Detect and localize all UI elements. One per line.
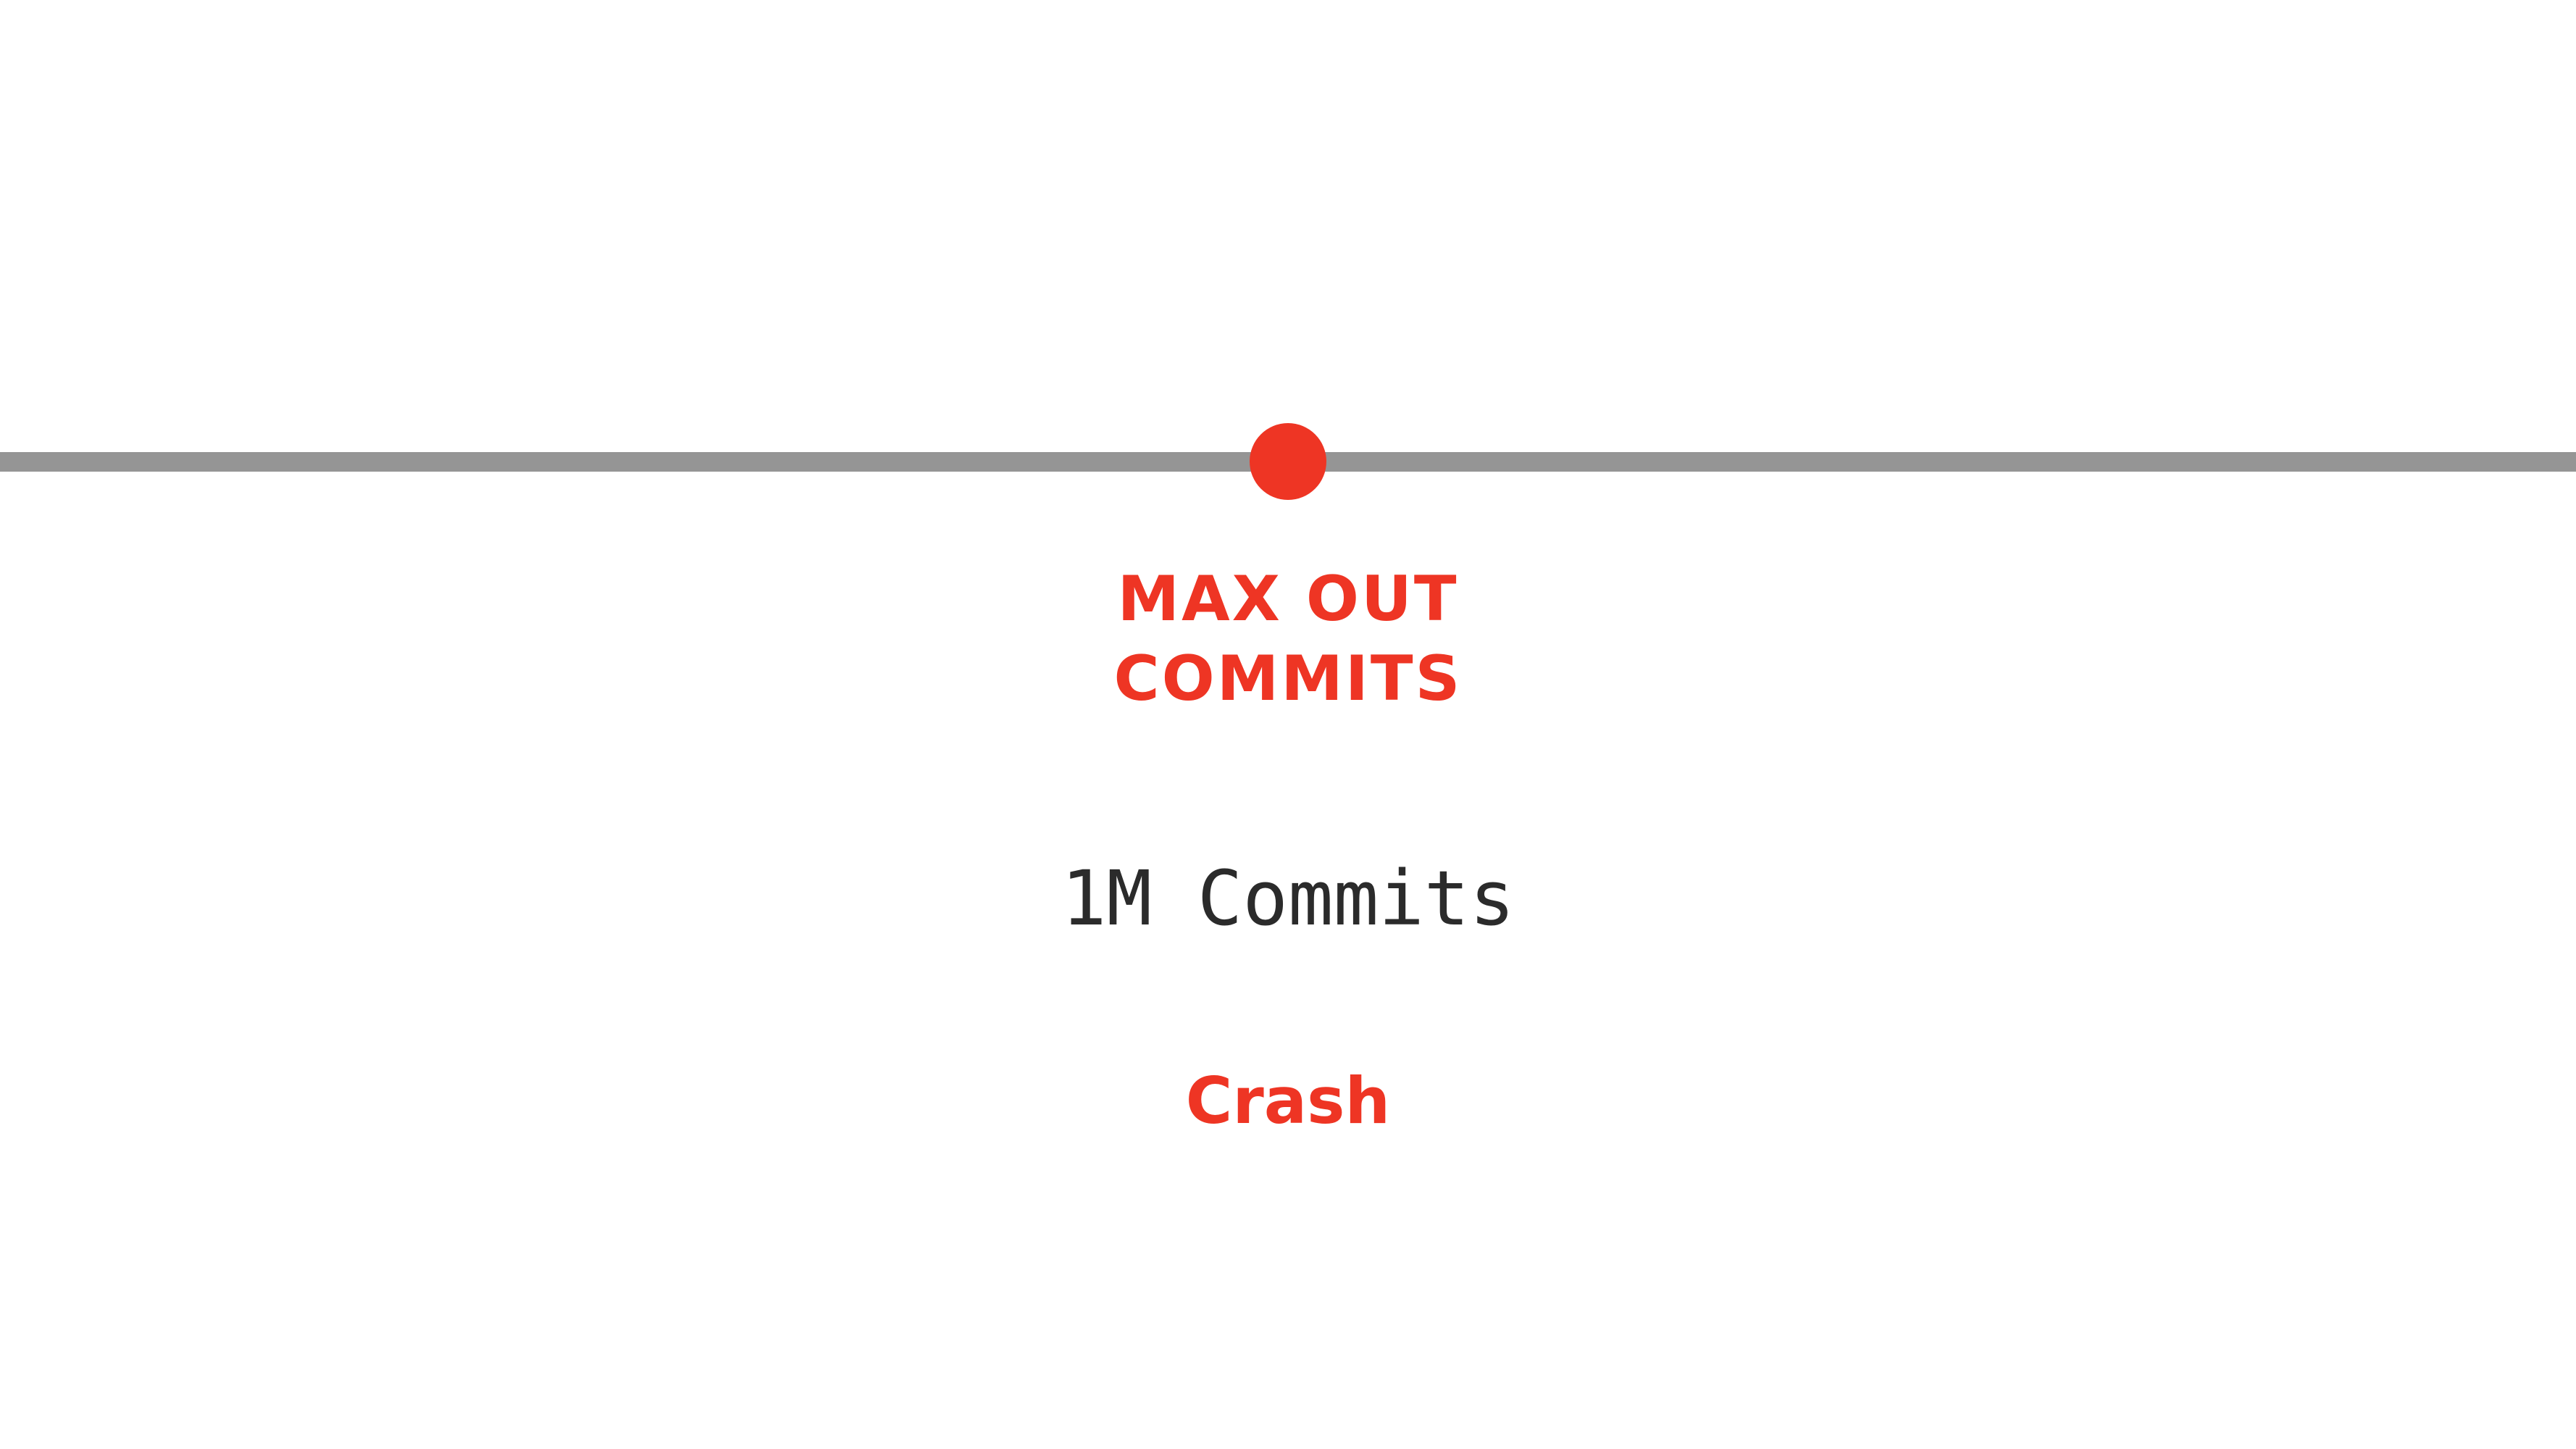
milestone-metric: 1M Commits bbox=[1061, 854, 1515, 943]
milestone-result: Crash bbox=[1185, 1064, 1391, 1138]
milestone-title-line-1: MAX OUT bbox=[1117, 563, 1459, 635]
timeline-marker-dot bbox=[1250, 423, 1326, 500]
milestone-title-line-2: COMMITS bbox=[1113, 643, 1463, 715]
milestone-title: MAX OUT COMMITS bbox=[926, 559, 1650, 719]
